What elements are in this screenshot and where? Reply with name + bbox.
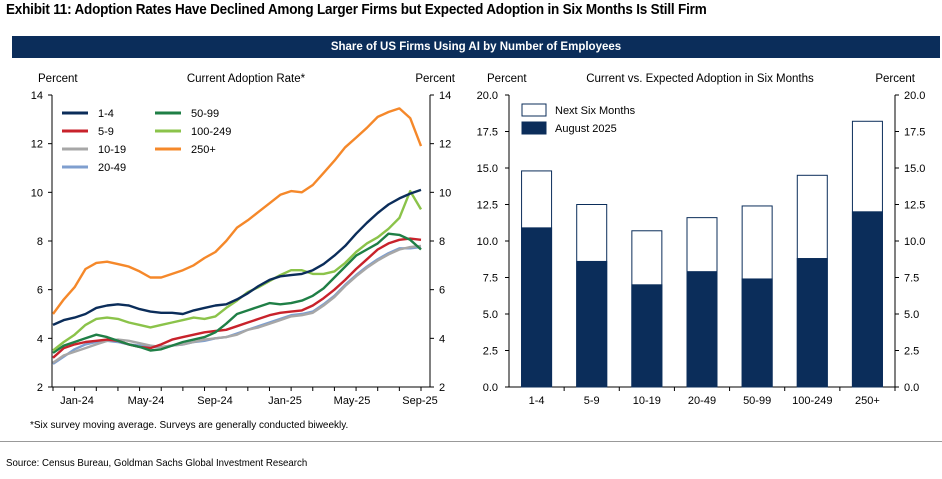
bar-august-2025 bbox=[851, 211, 883, 388]
y-tick-label-left: 12.5 bbox=[477, 200, 498, 212]
y-tick-label-left: 5.0 bbox=[483, 309, 498, 321]
legend-label-20-49: 20-49 bbox=[98, 162, 126, 174]
legend-label-next-six-months: Next Six Months bbox=[555, 105, 636, 117]
legend-label-100-249: 100-249 bbox=[191, 126, 231, 138]
y-tick-label-right: 0.0 bbox=[904, 382, 919, 394]
x-tick-label: 5-9 bbox=[584, 395, 600, 407]
divider bbox=[0, 441, 942, 442]
bar-august-2025 bbox=[686, 271, 718, 388]
series-line-1-4 bbox=[52, 188, 422, 326]
y-tick-label-right: 14 bbox=[439, 90, 451, 102]
series-line-50-99 bbox=[52, 232, 422, 354]
y-tick-label-right: 12 bbox=[439, 139, 451, 151]
y-tick-label-right: 12.5 bbox=[904, 200, 925, 212]
y-tick-label-left: 14 bbox=[31, 90, 43, 102]
y-axis-label-left: Percent bbox=[487, 73, 527, 85]
x-tick-label: May-24 bbox=[128, 395, 165, 407]
x-tick-label: May-25 bbox=[334, 395, 371, 407]
y-tick-label-right: 5.0 bbox=[904, 309, 919, 321]
x-tick-label: 1-4 bbox=[529, 395, 545, 407]
y-tick-label-left: 20.0 bbox=[477, 90, 498, 102]
legend-label-1-4: 1-4 bbox=[98, 108, 114, 120]
legend-label-250+: 250+ bbox=[191, 144, 216, 156]
y-tick-label-left: 4 bbox=[37, 333, 43, 345]
bar-august-2025 bbox=[796, 258, 828, 388]
y-tick-label-right: 7.5 bbox=[904, 273, 919, 285]
y-tick-label-left: 17.5 bbox=[477, 127, 498, 139]
y-tick-label-left: 10.0 bbox=[477, 236, 498, 248]
x-tick-label: Sep-24 bbox=[197, 395, 232, 407]
y-tick-label-left: 7.5 bbox=[483, 273, 498, 285]
y-axis-label-left: Percent bbox=[38, 73, 78, 85]
bar-august-2025 bbox=[576, 260, 608, 388]
x-tick-label: Sep-25 bbox=[402, 395, 437, 407]
y-tick-label-left: 2.5 bbox=[483, 346, 498, 358]
legend-label-august-2025: August 2025 bbox=[555, 123, 617, 135]
y-tick-label-right: 2 bbox=[439, 382, 445, 394]
exhibit-title: Exhibit 11: Adoption Rates Have Declined… bbox=[6, 2, 707, 18]
x-tick-label: 100-249 bbox=[792, 395, 832, 407]
bar-august-2025 bbox=[631, 284, 663, 388]
footnote: *Six survey moving average. Surveys are … bbox=[30, 420, 349, 431]
bar-august-2025 bbox=[521, 227, 553, 388]
legend-label-10-19: 10-19 bbox=[98, 144, 126, 156]
x-tick-label: 10-19 bbox=[633, 395, 661, 407]
chart-title: Current vs. Expected Adoption in Six Mon… bbox=[586, 73, 814, 85]
legend-swatch-august-2025 bbox=[521, 121, 547, 135]
y-tick-label-left: 2 bbox=[37, 382, 43, 394]
chart-banner bbox=[12, 36, 940, 58]
legend-label-5-9: 5-9 bbox=[98, 126, 114, 138]
y-tick-label-right: 8 bbox=[439, 236, 445, 248]
x-tick-label: Jan-24 bbox=[60, 395, 94, 407]
chart-title: Current Adoption Rate* bbox=[187, 73, 306, 85]
x-tick-label: Jan-25 bbox=[268, 395, 302, 407]
bar-august-2025 bbox=[741, 278, 773, 388]
y-tick-label-right: 10.0 bbox=[904, 236, 925, 248]
y-tick-label-right: 15.0 bbox=[904, 163, 925, 175]
y-tick-label-right: 4 bbox=[439, 333, 445, 345]
y-tick-label-left: 0.0 bbox=[483, 382, 498, 394]
banner-title: Share of US Firms Using AI by Number of … bbox=[330, 41, 622, 53]
y-tick-label-right: 6 bbox=[439, 285, 445, 297]
y-tick-label-right: 2.5 bbox=[904, 346, 919, 358]
y-tick-label-left: 6 bbox=[37, 285, 43, 297]
y-tick-label-left: 8 bbox=[37, 236, 43, 248]
y-tick-label-right: 17.5 bbox=[904, 127, 925, 139]
legend-label-50-99: 50-99 bbox=[191, 108, 219, 120]
x-tick-label: 20-49 bbox=[688, 395, 716, 407]
y-tick-label-right: 20.0 bbox=[904, 90, 925, 102]
series-line-250+ bbox=[52, 107, 423, 315]
x-tick-label: 250+ bbox=[855, 395, 880, 407]
legend-swatch-next-six-months bbox=[521, 103, 547, 117]
y-axis-label-right: Percent bbox=[415, 73, 455, 85]
x-tick-label: 50-99 bbox=[743, 395, 771, 407]
y-tick-label-left: 10 bbox=[31, 187, 43, 199]
y-tick-label-right: 10 bbox=[439, 187, 451, 199]
y-tick-label-left: 12 bbox=[31, 139, 43, 151]
y-tick-label-left: 15.0 bbox=[477, 163, 498, 175]
source-note: Source: Census Bureau, Goldman Sachs Glo… bbox=[6, 457, 308, 469]
y-axis-label-right: Percent bbox=[875, 73, 915, 85]
